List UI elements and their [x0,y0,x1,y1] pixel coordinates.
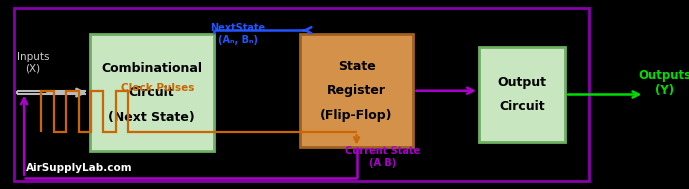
Text: Register: Register [327,84,386,97]
Text: (Next State): (Next State) [108,111,195,124]
FancyBboxPatch shape [300,34,413,147]
FancyBboxPatch shape [479,47,565,142]
Text: (Flip-Flop): (Flip-Flop) [320,109,393,122]
Text: Outputs
(Y): Outputs (Y) [638,69,689,97]
Bar [14,8,589,181]
Text: AirSupplyLab.com: AirSupplyLab.com [26,163,133,173]
Text: Inputs
(X): Inputs (X) [17,52,50,73]
FancyBboxPatch shape [90,34,214,151]
Text: Clock Pulses: Clock Pulses [121,83,194,93]
Text: Circuit: Circuit [129,86,174,99]
Text: Current State
(A B): Current State (A B) [344,146,420,168]
Text: Output: Output [497,76,546,89]
Text: State: State [338,60,376,73]
Text: Circuit: Circuit [499,100,545,113]
Text: Combinational: Combinational [101,62,202,74]
Text: NextState
(Aₙ, Bₙ): NextState (Aₙ, Bₙ) [210,23,265,45]
